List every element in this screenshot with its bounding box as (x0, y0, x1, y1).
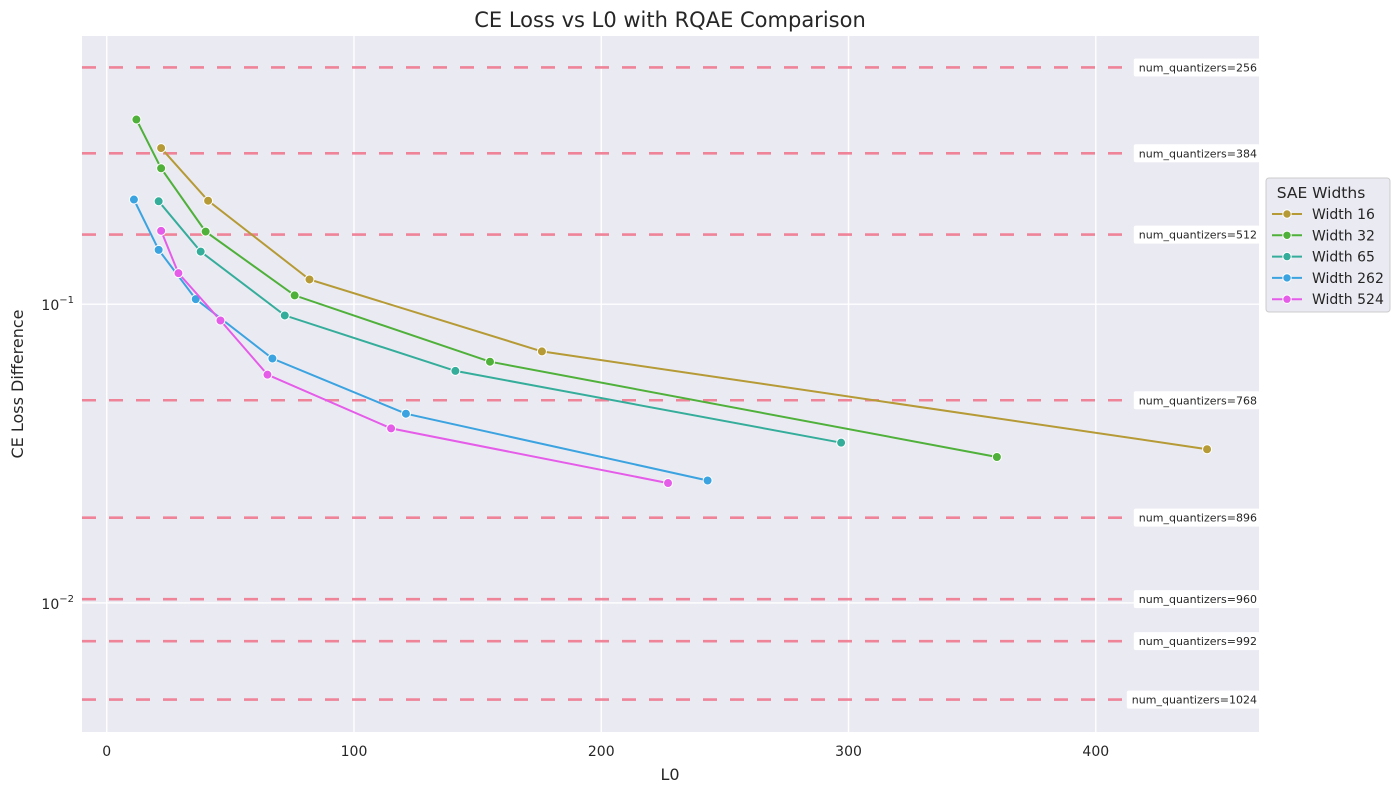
legend-item: Width 262 (1272, 271, 1384, 287)
series-line (133, 199, 708, 482)
data-point (131, 114, 142, 125)
legend-label: Width 262 (1312, 271, 1384, 287)
x-tick-label: 400 (1082, 744, 1109, 760)
data-point (173, 268, 184, 279)
data-point (289, 290, 300, 301)
data-point (304, 274, 315, 285)
legend-swatch-marker (1282, 209, 1292, 219)
data-point (153, 244, 164, 255)
x-tick-label: 100 (341, 744, 368, 760)
data-point (200, 226, 211, 237)
chart-title: CE Loss vs L0 with RQAE Comparison (474, 8, 866, 32)
reference-label: num_quantizers=992 (1139, 635, 1257, 648)
x-tick-label: 0 (102, 744, 111, 760)
y-tick-label: 10−2 (41, 594, 74, 613)
y-tick-labels: 10−1 10−2 (41, 295, 74, 613)
data-point (836, 437, 847, 448)
reference-label: num_quantizers=256 (1139, 61, 1257, 74)
y-axis-label: CE Loss Difference (8, 309, 27, 458)
legend-item: Width 524 (1272, 292, 1384, 308)
data-point (279, 310, 290, 321)
legend-swatch-marker (1282, 251, 1292, 262)
reference-label-box (1133, 225, 1260, 244)
legend-item: Width 32 (1272, 228, 1375, 244)
x-tick-labels: 0 100 200 300 400 (102, 744, 1109, 760)
data-point (1202, 444, 1213, 455)
reference-label-box (1133, 590, 1260, 609)
legend-item: Width 16 (1272, 207, 1375, 223)
legend-title: SAE Widths (1277, 184, 1366, 202)
y-tick-label: 10−1 (41, 295, 74, 314)
series-width-524 (156, 225, 674, 489)
reference-label: num_quantizers=960 (1139, 593, 1257, 606)
data-point (386, 423, 397, 434)
reference-labels: num_quantizers=256 num_quantizers=384 num_… (1126, 58, 1260, 709)
legend-label: Width 16 (1312, 207, 1375, 223)
data-point (702, 475, 713, 486)
series-width-32 (131, 114, 1002, 463)
reference-label-box (1133, 58, 1260, 77)
series-lines (128, 114, 1213, 489)
data-point (153, 196, 164, 207)
data-point (267, 353, 278, 364)
series-width-262 (128, 194, 713, 486)
data-point (536, 346, 547, 357)
data-point (991, 452, 1002, 463)
x-tick-label: 300 (835, 744, 862, 760)
data-point (195, 246, 206, 257)
legend-items: Width 16 Width 32 Width 65 Width 262 Width 5… (1272, 207, 1384, 308)
data-point (156, 225, 167, 236)
data-point (203, 195, 214, 206)
reference-label: num_quantizers=896 (1139, 512, 1257, 525)
reference-label: num_quantizers=512 (1139, 229, 1257, 242)
data-point (128, 194, 139, 205)
series-line (135, 119, 998, 458)
legend-item: Width 65 (1272, 250, 1375, 266)
reference-label: num_quantizers=768 (1139, 394, 1257, 407)
series-width-16 (156, 143, 1213, 455)
legend-swatch-marker (1282, 294, 1292, 304)
reference-label-box (1133, 508, 1260, 527)
x-axis-label: L0 (660, 765, 679, 784)
legend-swatch-marker (1282, 273, 1292, 283)
x-tick-label: 200 (588, 744, 615, 760)
data-point (156, 163, 167, 174)
reference-lines (82, 66, 1259, 701)
legend-label: Width 32 (1312, 228, 1375, 244)
legend-label: Width 65 (1312, 250, 1375, 266)
data-point (262, 369, 273, 380)
data-point (215, 315, 226, 326)
data-point (484, 356, 495, 367)
reference-label: num_quantizers=1024 (1132, 694, 1257, 707)
series-line (160, 230, 669, 485)
reference-label-box (1133, 632, 1260, 651)
plot-background (82, 36, 1259, 732)
legend-label: Width 524 (1312, 292, 1384, 308)
series-width-65 (153, 196, 847, 448)
legend-swatch-marker (1282, 230, 1292, 241)
data-point (400, 408, 411, 419)
data-point (450, 365, 461, 376)
reference-label-box (1126, 690, 1260, 709)
data-point (156, 143, 167, 154)
reference-label-box (1133, 144, 1260, 163)
reference-label: num_quantizers=384 (1139, 147, 1257, 160)
reference-label-box (1133, 391, 1260, 410)
data-point (663, 478, 674, 489)
